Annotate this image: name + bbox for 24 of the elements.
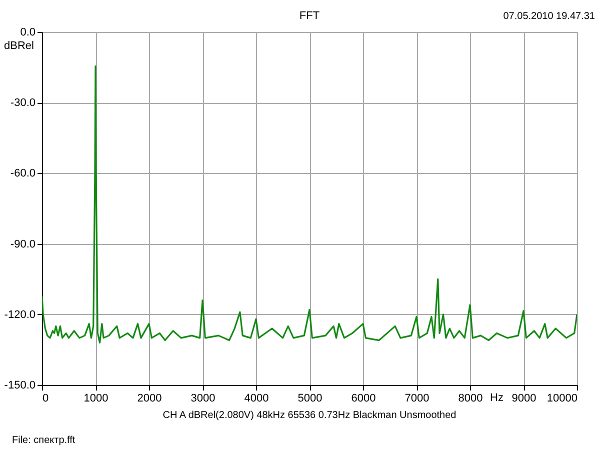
x-tick-label: 5000	[298, 392, 322, 404]
text: File: спектр.fft	[12, 435, 76, 446]
y-tick-label: 0.0	[20, 26, 36, 38]
y-tick-label: -60.0	[10, 168, 36, 180]
x-tick-label: 1000	[84, 392, 108, 404]
text: CH A dBRel(2.080V) 48kHz 65536 0.73Hz Blackman Unsmoothed	[162, 410, 456, 421]
chart-title: FFT	[299, 10, 320, 22]
x-tick-label: 6000	[351, 392, 376, 404]
y-tick-label: -150.0	[4, 380, 36, 392]
x-tick-label: 3000	[190, 392, 216, 404]
text: 07.05.2010 19.47.31	[503, 11, 596, 22]
x-tick-label: 0	[42, 392, 49, 404]
x-tick-label: 2000	[137, 392, 162, 404]
x-axis-title: Hz	[490, 392, 504, 404]
y-tick-label: -120.0	[4, 308, 36, 321]
x-tick-label: 7000	[404, 392, 430, 404]
x-tick-label: 10000	[546, 392, 578, 404]
x-tick-label: 4000	[244, 392, 269, 404]
y-tick-label: -30.0	[10, 97, 36, 110]
line-series	[42, 65, 577, 344]
x-tick-label: 9000	[512, 392, 536, 404]
y-axis-title: dBRel	[4, 40, 34, 52]
y-tick-label: -90.0	[10, 238, 36, 250]
x-tick-label: 8000	[458, 392, 483, 404]
